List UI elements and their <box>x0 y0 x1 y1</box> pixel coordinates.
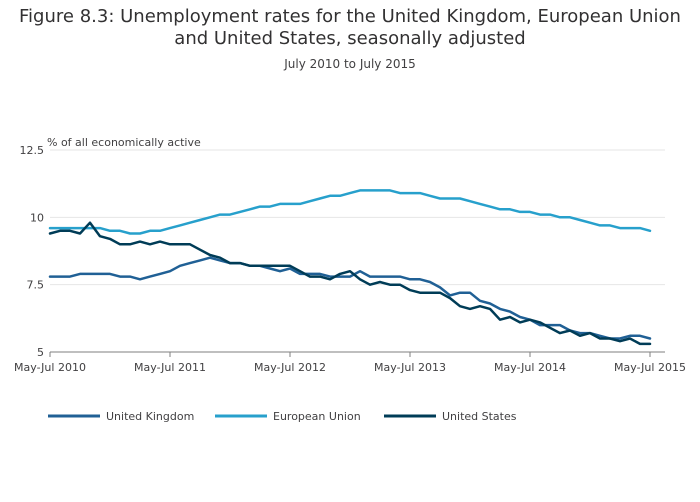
legend-item-united-states[interactable]: United States <box>384 410 517 423</box>
x-tick-label: May-Jul 2014 <box>494 361 566 374</box>
x-tick-label: May-Jul 2012 <box>254 361 326 374</box>
x-tick-label: May-Jul 2011 <box>134 361 206 374</box>
y-axis-label: % of all economically active <box>47 136 201 149</box>
x-tick-label: May-Jul 2010 <box>14 361 86 374</box>
y-tick-label: 5 <box>37 346 44 359</box>
y-tick-label: 10 <box>30 211 44 224</box>
x-tick-label: May-Jul 2013 <box>374 361 446 374</box>
chart-title: Figure 8.3: Unemployment rates for the U… <box>19 6 681 49</box>
legend-item-european-union[interactable]: European Union <box>215 410 361 423</box>
chart-subtitle: July 2010 to July 2015 <box>284 57 416 71</box>
series-line-european-union <box>48 189 652 235</box>
series-line-united-kingdom <box>48 256 652 340</box>
legend-label: United Kingdom <box>106 410 194 423</box>
legend-label: United States <box>442 410 517 423</box>
y-tick-label: 12.5 <box>20 144 45 157</box>
y-tick-label: 7.5 <box>27 279 45 292</box>
legend-item-united-kingdom[interactable]: United Kingdom <box>48 410 194 423</box>
x-tick-label: May-Jul 2015 <box>614 361 686 374</box>
legend-label: European Union <box>273 410 361 423</box>
series-line-united-states <box>48 221 652 346</box>
